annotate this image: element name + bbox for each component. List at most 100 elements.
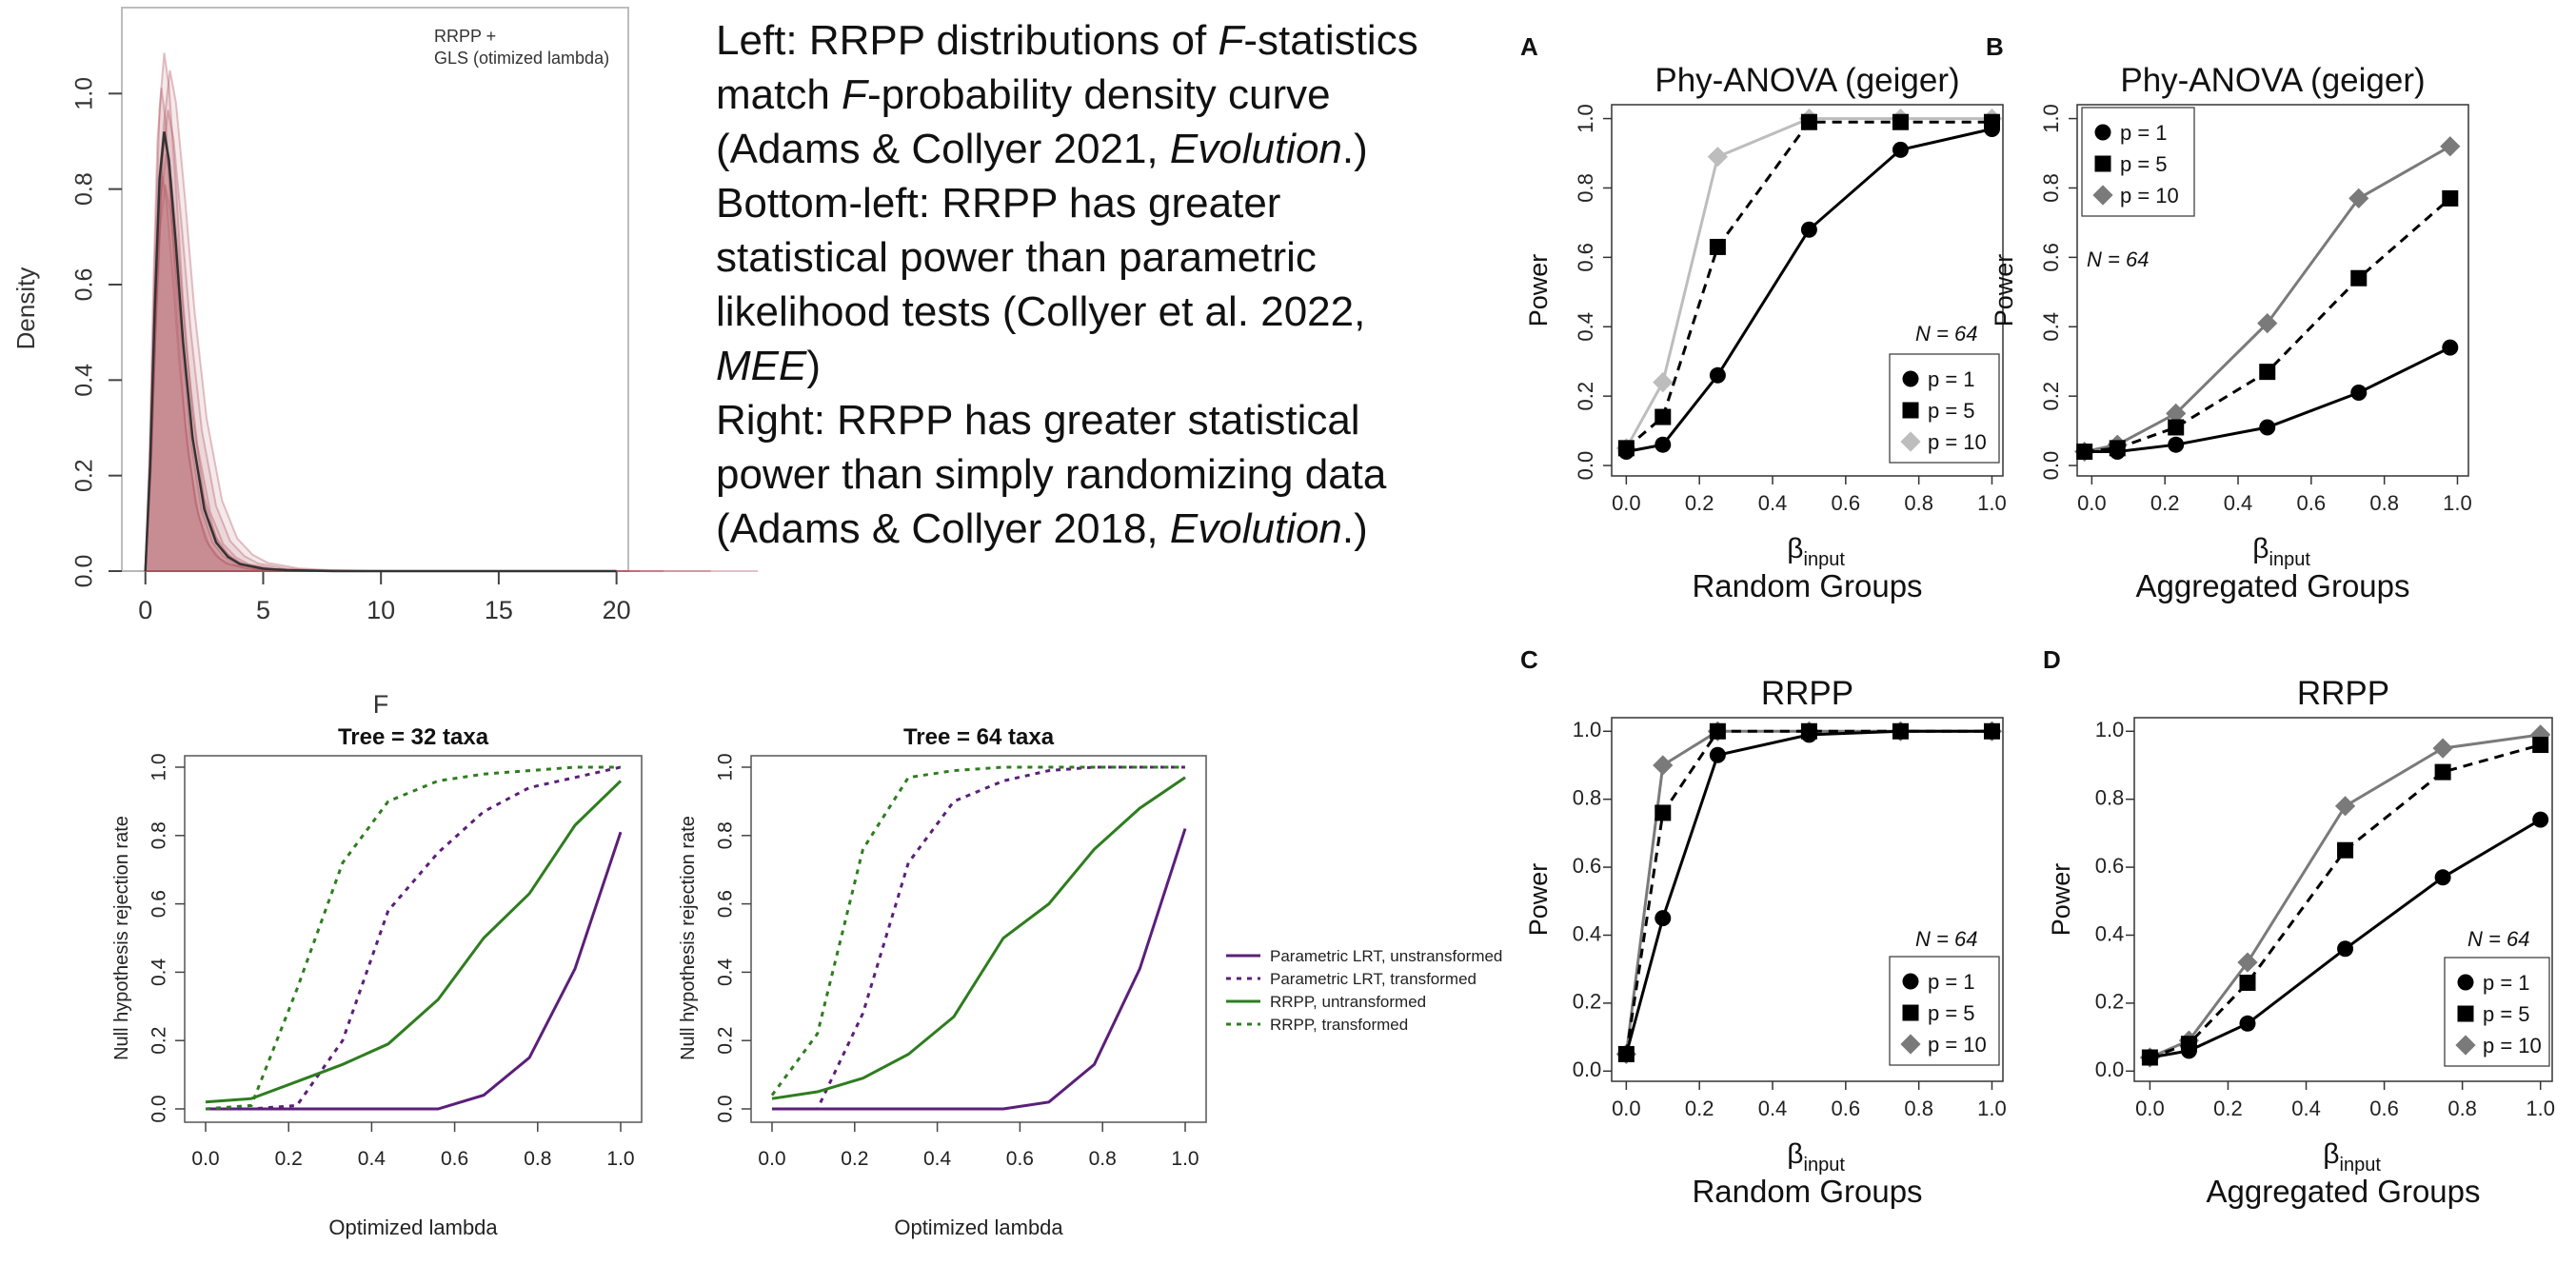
y-axis-label: Density — [11, 267, 40, 350]
x-symbol: β — [1787, 533, 1803, 564]
x-tick-label: 0.8 — [1904, 491, 1933, 515]
y-tick-label: 0.4 — [149, 958, 170, 986]
x-tick-label: 0.0 — [2135, 1097, 2165, 1120]
point-marker — [1800, 726, 1817, 743]
point-marker — [1983, 121, 2000, 138]
y-tick-label: 0.8 — [1573, 785, 1602, 809]
caption-segment: -statistics — [1243, 17, 1418, 64]
y-tick-label: 0.6 — [2039, 243, 2063, 272]
x-symbol: β — [2323, 1138, 2339, 1170]
point-marker — [2350, 385, 2368, 402]
rejection-rate-chart-tree32: Tree = 32 taxa 0.0 0.2 0.4 0.6 0.8 1.0 0.0 0.2 0.… — [111, 724, 643, 1239]
x-tick-label: 0.4 — [923, 1148, 952, 1170]
rejection-rate-legend: Parametric LRT, unstransformed Parametric… — [1226, 947, 1502, 1034]
caption-line: (Adams & Collyer 2021, Evolution.) — [716, 122, 1487, 176]
point-marker — [1902, 370, 1919, 387]
x-axis-label: Random Groups — [1692, 1174, 1922, 1209]
point-marker — [2168, 419, 2185, 436]
caption-segment: MEE — [716, 343, 807, 389]
x-tick-label: 1.0 — [606, 1148, 634, 1170]
point-marker — [1709, 746, 1726, 763]
point-marker — [2455, 1035, 2476, 1056]
x-tick-label: 0.8 — [1089, 1148, 1117, 1170]
y-axis-label: Power — [1524, 863, 1553, 937]
x-symbol-subscript: input — [1804, 1155, 1846, 1176]
x-tick-label: 0.6 — [2297, 491, 2327, 515]
legend-label: Parametric LRT, unstransformed — [1270, 947, 1502, 965]
point-marker — [2092, 185, 2113, 206]
point-marker — [2348, 188, 2369, 209]
y-tick-label: 0.2 — [2095, 990, 2125, 1014]
series-line — [1625, 117, 1992, 449]
legend-label: p = 10 — [1928, 430, 1987, 454]
point-marker — [1653, 755, 1674, 776]
series-line — [771, 776, 1186, 1100]
y-tick-label: 0.6 — [2095, 854, 2125, 878]
point-marker — [1655, 408, 1672, 425]
x-tick-label: 0.2 — [2213, 1097, 2243, 1120]
point-marker — [2434, 869, 2451, 886]
x-tick-label: 0.4 — [1758, 1097, 1788, 1120]
x-tick-label: 15 — [485, 596, 513, 624]
y-tick-label: 0.2 — [715, 1027, 737, 1055]
x-tick-label: 5 — [256, 596, 270, 624]
legend-label: p = 10 — [1928, 1033, 1987, 1057]
density-replicate — [144, 109, 711, 572]
legend-label: p = 1 — [1928, 970, 1975, 994]
y-tick-label: 0.2 — [71, 459, 98, 492]
plot-frame — [2076, 104, 2469, 477]
x-tick-label: 0.8 — [524, 1148, 551, 1170]
caption-line: MEE) — [716, 339, 1487, 393]
x-tick-label: 0.0 — [2077, 491, 2107, 515]
legend-label: p = 5 — [2483, 1002, 2530, 1026]
power-chart-A: A Phy-ANOVA (geiger) 0.0 0.2 0.4 0.6 0.8 1.0 0.0… — [1520, 32, 2007, 603]
series-line — [205, 780, 623, 1104]
point-marker — [1902, 1004, 1919, 1021]
x-symbol: β — [1787, 1138, 1803, 1170]
x-axis-label: Optimized lambda — [894, 1216, 1063, 1239]
y-axis-label: Power — [1990, 254, 2018, 327]
point-marker — [1902, 402, 1919, 419]
y-tick-label: 1.0 — [715, 753, 737, 781]
point-marker — [1983, 722, 2000, 740]
power-chart-B: B Phy-ANOVA (geiger) 0.0 0.2 0.4 0.6 0.8 1.0 0.0… — [1986, 32, 2472, 603]
x-tick-label: 0.8 — [2369, 491, 2399, 515]
caption-segment: match — [716, 71, 842, 118]
y-tick-label: 1.0 — [1573, 718, 1602, 741]
plot-frame — [184, 755, 643, 1123]
x-tick-label: 0.6 — [1006, 1148, 1034, 1170]
caption-line: power than simply randomizing data — [716, 447, 1487, 502]
x-tick-label: 0.2 — [2150, 491, 2180, 515]
point-marker — [2532, 811, 2549, 828]
panel-letter: B — [1986, 32, 2004, 61]
y-axis-label: Null hypothesis rejection rate — [111, 816, 132, 1060]
y-tick-label: 0.0 — [1574, 451, 1597, 481]
y-tick-label: 0.4 — [71, 364, 98, 397]
caption-segment: power than simply randomizing data — [716, 451, 1387, 498]
point-marker — [2094, 124, 2111, 141]
series-line — [772, 828, 1187, 1111]
y-tick-label: 1.0 — [71, 77, 98, 110]
x-symbol-subscript: input — [1804, 549, 1846, 570]
y-tick-label: 0.0 — [71, 555, 98, 588]
x-tick-label: 0.2 — [1685, 1097, 1714, 1120]
x-axis-label: Aggregated Groups — [2135, 568, 2409, 603]
panel-letter: C — [1520, 645, 1538, 674]
chart-title: Tree = 64 taxa — [903, 724, 1055, 750]
point-marker — [1653, 371, 1674, 393]
x-tick-label: 1.0 — [1171, 1148, 1199, 1170]
point-marker — [1617, 443, 1635, 460]
y-tick-label: 0.2 — [1573, 990, 1602, 1014]
panel-letter: A — [1520, 32, 1538, 61]
x-tick-label: 0.6 — [2369, 1097, 2399, 1120]
y-tick-label: 1.0 — [149, 753, 170, 781]
legend-label: Parametric LRT, transformed — [1270, 970, 1476, 988]
point-marker — [2334, 796, 2356, 817]
point-marker — [2457, 974, 2474, 991]
sample-size-label: N = 64 — [2467, 927, 2529, 951]
density-chart: 0.0 0.2 0.4 0.6 0.8 1.0 0 5 10 15 20 Density F RRPP +… — [11, 7, 759, 719]
density-curve — [144, 131, 617, 573]
point-marker — [2457, 1005, 2474, 1022]
density-replicate — [144, 69, 759, 572]
point-marker — [2239, 1015, 2256, 1032]
